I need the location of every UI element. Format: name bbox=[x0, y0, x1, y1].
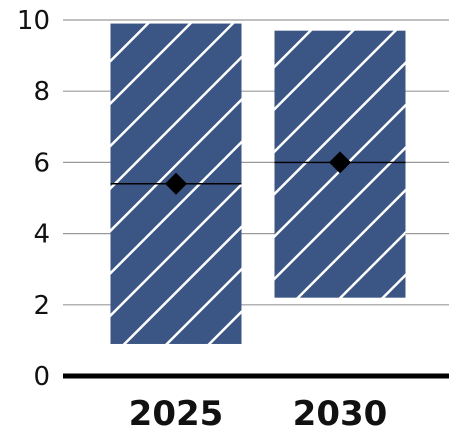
category-label-2025: 2025 bbox=[129, 394, 224, 434]
y-axis-tick-labels: 0 2 4 6 8 10 bbox=[17, 6, 50, 392]
y-tick-label-2: 2 bbox=[33, 291, 50, 321]
y-tick-label-4: 4 bbox=[33, 220, 50, 250]
y-tick-label-0: 0 bbox=[33, 362, 50, 392]
bars bbox=[110, 23, 406, 344]
marker-diamond-2030 bbox=[329, 151, 351, 174]
x-axis-category-labels: 2025 2030 bbox=[129, 394, 388, 434]
y-tick-label-6: 6 bbox=[33, 148, 50, 178]
category-label-2030: 2030 bbox=[293, 394, 388, 434]
y-tick-label-10: 10 bbox=[17, 6, 50, 36]
marker-diamond-2025 bbox=[165, 172, 187, 195]
y-tick-label-8: 8 bbox=[33, 77, 50, 107]
